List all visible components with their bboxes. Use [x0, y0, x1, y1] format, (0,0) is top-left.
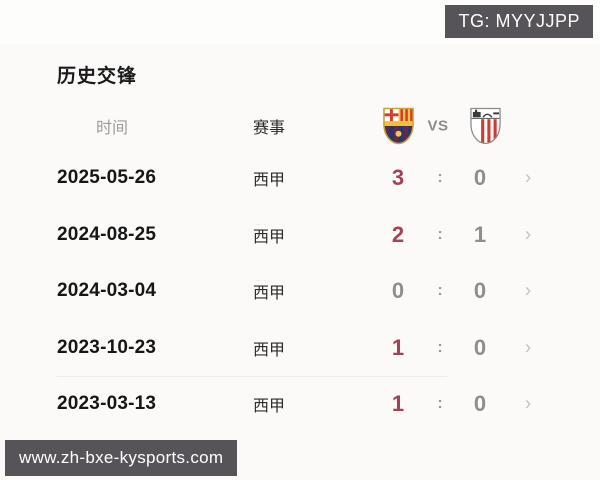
score-separator: :	[437, 395, 443, 413]
match-competition: 西甲	[253, 228, 286, 246]
site-url-badge: www.zh-bxe-kysports.com	[5, 440, 238, 476]
match-competition: 西甲	[253, 285, 286, 303]
column-header-competition: 赛事	[253, 120, 286, 137]
match-row[interactable]: 2023-03-13 西甲 1 : 0 ›	[0, 376, 600, 433]
match-date: 2024-03-04	[57, 280, 157, 302]
match-date: 2024-08-25	[57, 223, 157, 245]
chevron-right-icon: ›	[524, 224, 532, 246]
away-score: 0	[473, 391, 487, 417]
match-row[interactable]: 2024-03-04 西甲 0 : 0 ›	[0, 263, 600, 320]
row-divider	[57, 376, 447, 377]
home-score: 1	[391, 391, 405, 417]
score-separator: :	[437, 282, 443, 300]
score-separator: :	[437, 338, 443, 356]
score-separator: :	[437, 225, 443, 243]
away-score: 0	[473, 278, 487, 304]
history-table-body: 2025-05-26 西甲 3 : 0 › 2024-08-25 西甲 2 : …	[0, 150, 600, 433]
athletic-bilbao-crest-icon	[469, 107, 502, 145]
home-score: 3	[391, 165, 405, 191]
site-url-text: www.zh-bxe-kysports.com	[19, 448, 224, 467]
match-date: 2023-10-23	[57, 336, 157, 358]
match-row[interactable]: 2023-10-23 西甲 1 : 0 ›	[0, 320, 600, 377]
fc-barcelona-crest-icon	[382, 107, 415, 145]
chevron-right-icon: ›	[524, 167, 532, 189]
match-competition: 西甲	[253, 172, 286, 190]
chevron-right-icon: ›	[524, 393, 532, 415]
match-row[interactable]: 2024-08-25 西甲 2 : 1 ›	[0, 207, 600, 264]
match-date: 2023-03-13	[57, 393, 157, 415]
away-score: 0	[473, 165, 487, 191]
away-score: 0	[473, 334, 487, 360]
match-row[interactable]: 2025-05-26 西甲 3 : 0 ›	[0, 150, 600, 207]
tg-watermark-badge: TG: MYYJJPP	[445, 5, 593, 38]
column-header-time: 时间	[96, 120, 129, 137]
chevron-right-icon: ›	[524, 337, 532, 359]
score-separator: :	[437, 169, 443, 187]
away-score: 1	[473, 221, 487, 247]
match-competition: 西甲	[253, 341, 286, 359]
match-competition: 西甲	[253, 398, 286, 416]
match-date: 2025-05-26	[57, 167, 157, 189]
tg-watermark-text: TG: MYYJJPP	[458, 11, 580, 31]
section-title: 历史交锋	[57, 66, 138, 87]
vs-label: VS	[427, 117, 449, 135]
history-table-header: 时间 赛事 VS	[0, 104, 600, 148]
home-score: 1	[391, 334, 405, 360]
chevron-right-icon: ›	[524, 280, 532, 302]
home-score: 2	[391, 221, 405, 247]
home-score: 0	[391, 278, 405, 304]
